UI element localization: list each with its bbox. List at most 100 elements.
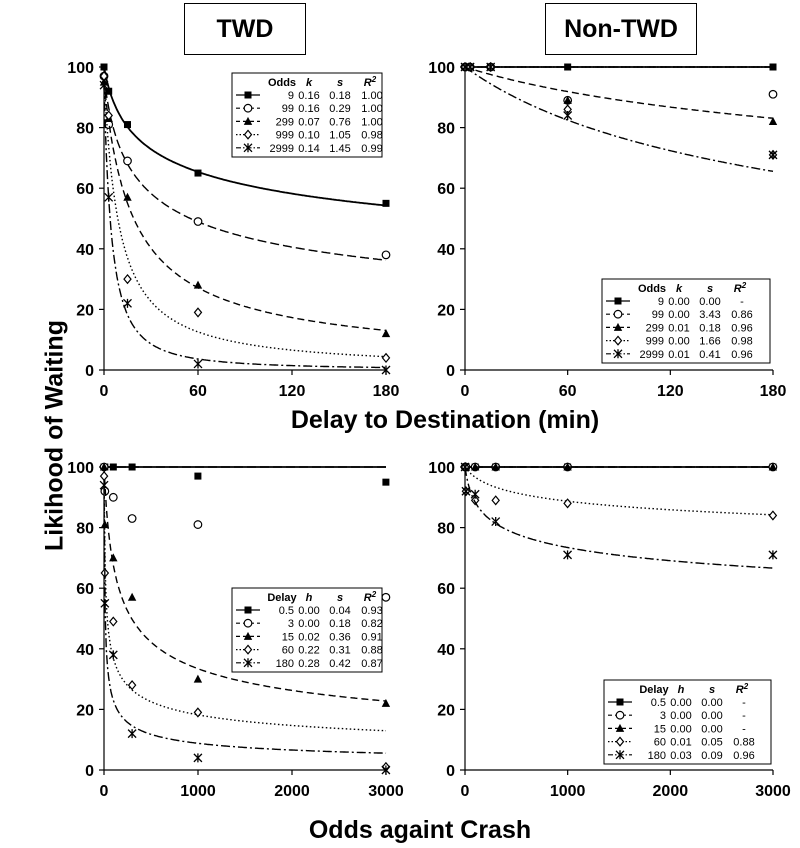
legend-header: h bbox=[678, 684, 685, 696]
data-point bbox=[486, 62, 496, 72]
data-point bbox=[105, 87, 113, 95]
legend-series-name: 180 bbox=[648, 750, 666, 762]
y-tick-label: 0 bbox=[446, 763, 455, 780]
y-tick-label: 60 bbox=[76, 181, 94, 198]
legend-value: 0.87 bbox=[361, 658, 382, 670]
data-point bbox=[465, 62, 475, 72]
legend-value: 0.18 bbox=[329, 618, 350, 630]
legend-value: 0.86 bbox=[731, 309, 752, 321]
legend-value: 0.02 bbox=[298, 631, 319, 643]
data-point bbox=[491, 462, 500, 471]
data-point bbox=[123, 156, 132, 166]
legend-marker bbox=[615, 710, 625, 720]
legend-header: Delay bbox=[267, 592, 297, 604]
fit-line-60 bbox=[103, 476, 386, 732]
data-point bbox=[381, 592, 391, 602]
data-point bbox=[564, 63, 572, 71]
y-tick-label: 0 bbox=[85, 763, 94, 780]
y-tick-label: 80 bbox=[76, 121, 94, 138]
legend-marker bbox=[244, 606, 252, 614]
data-point bbox=[768, 117, 778, 126]
data-point bbox=[108, 492, 118, 502]
legend-value: 0.04 bbox=[329, 605, 350, 617]
legend-value: 0.05 bbox=[701, 737, 722, 749]
legend-value: 0.00 bbox=[701, 710, 722, 722]
legend-marker bbox=[613, 335, 623, 346]
legend-value: 0.00 bbox=[701, 697, 722, 709]
legend-value: 0.88 bbox=[733, 737, 754, 749]
legend-marker bbox=[243, 103, 253, 113]
data-point bbox=[563, 462, 572, 471]
legend-series-name: 60 bbox=[654, 737, 666, 749]
legend-value: 3.43 bbox=[699, 309, 720, 321]
legend-series-name: 0.5 bbox=[651, 697, 666, 709]
data-point bbox=[193, 520, 203, 529]
legend-series-name: 0.5 bbox=[279, 605, 294, 617]
legend-value: 0.29 bbox=[329, 103, 350, 115]
legend-value: 0.00 bbox=[670, 723, 691, 735]
data-point bbox=[381, 352, 391, 364]
legend-value: 0.88 bbox=[361, 645, 382, 657]
x-tick-label: 120 bbox=[279, 383, 306, 400]
data-point bbox=[99, 80, 109, 90]
fit-line-99 bbox=[103, 76, 387, 261]
y-tick-label: 40 bbox=[76, 642, 94, 659]
data-point bbox=[193, 753, 203, 763]
legend-value: - bbox=[742, 723, 746, 735]
data-point bbox=[127, 514, 137, 523]
legend-header-sup: 2 bbox=[741, 281, 747, 290]
data-point bbox=[104, 110, 113, 121]
x-tick-label: 180 bbox=[760, 383, 787, 400]
legend-box bbox=[601, 278, 771, 364]
legend-marker bbox=[243, 658, 253, 668]
legend-header: k bbox=[306, 77, 313, 89]
data-point bbox=[768, 462, 778, 471]
legend-value: 0.00 bbox=[701, 723, 722, 735]
legend-value: 0.28 bbox=[298, 658, 319, 670]
data-point bbox=[382, 199, 390, 207]
data-point bbox=[382, 478, 390, 486]
legend-marker bbox=[613, 322, 623, 331]
legend-series-name: 3 bbox=[660, 710, 666, 722]
legend-series-name: 9 bbox=[658, 296, 664, 308]
data-point bbox=[381, 698, 391, 707]
data-point bbox=[99, 462, 109, 471]
data-point bbox=[768, 550, 778, 560]
x-tick-label: 0 bbox=[461, 383, 470, 400]
data-point bbox=[193, 707, 203, 718]
data-point bbox=[109, 553, 118, 562]
data-point bbox=[127, 680, 137, 691]
legend-value: 0.00 bbox=[298, 618, 319, 630]
legend-header-sup: 2 bbox=[371, 590, 377, 599]
legend-header: s bbox=[337, 77, 343, 89]
legend-value: 0.16 bbox=[298, 90, 319, 102]
legend-box bbox=[231, 587, 383, 673]
legend-value: 0.93 bbox=[361, 605, 382, 617]
legend-value: 0.00 bbox=[668, 296, 689, 308]
legend-series-name: 299 bbox=[646, 322, 664, 334]
legend-value: 0.22 bbox=[298, 645, 319, 657]
legend-marker bbox=[615, 750, 625, 760]
data-point bbox=[381, 765, 391, 775]
legend-series-name: 15 bbox=[654, 723, 666, 735]
legend-header: h bbox=[306, 592, 313, 604]
x-tick-label: 180 bbox=[373, 383, 400, 400]
legend-series-name: 15 bbox=[282, 631, 294, 643]
fit-line-299 bbox=[464, 66, 774, 119]
y-tick-label: 40 bbox=[76, 242, 94, 259]
legend-value: 0.96 bbox=[731, 349, 752, 361]
data-point bbox=[381, 329, 391, 338]
data-point bbox=[193, 674, 203, 683]
data-point bbox=[470, 489, 480, 499]
y-tick-label: 0 bbox=[85, 363, 94, 380]
y-tick-label: 20 bbox=[437, 702, 455, 719]
legend-value: 0.42 bbox=[329, 658, 350, 670]
legend-value: 0.99 bbox=[361, 143, 382, 155]
